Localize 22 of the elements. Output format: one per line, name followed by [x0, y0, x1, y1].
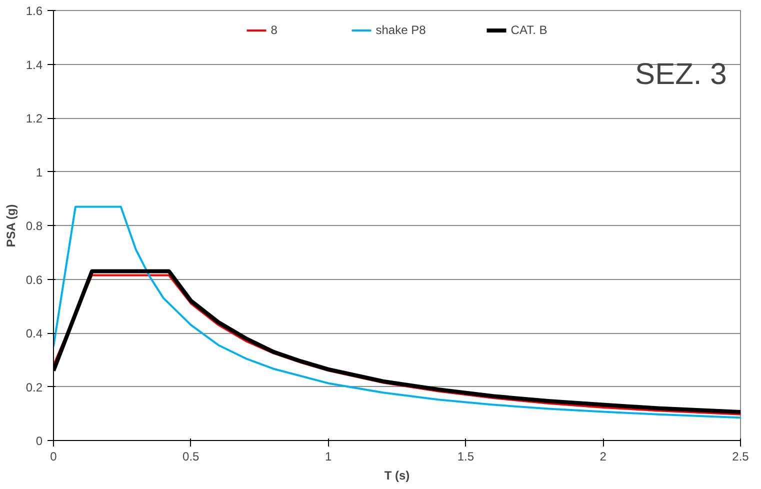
y-tick-label: 1.2: [26, 112, 43, 126]
x-tick-label: 2.5: [732, 450, 750, 464]
line-series: [54, 206, 740, 419]
y-tick-label: 0.8: [26, 219, 43, 233]
x-tick-label: 0: [50, 450, 58, 464]
annotation: SEZ. 3: [635, 58, 727, 92]
y-tick-label: 1.4: [26, 58, 43, 72]
y-tick-label: 0.2: [26, 380, 43, 394]
y-tick-label: 0.6: [26, 272, 43, 287]
legend-label: CAT. B: [510, 23, 548, 37]
x-tick-label: 1: [324, 450, 332, 464]
x-tick-label: 2: [600, 450, 607, 464]
y-axis-title: PSA (g): [4, 204, 18, 248]
y-tick-label: 0: [36, 434, 43, 448]
legend-label: 8: [270, 23, 278, 37]
x-axis-title: T (s): [384, 468, 410, 482]
y-tick-label: 0.4: [26, 326, 43, 340]
y-tick-label: 1: [36, 165, 43, 180]
legend-label: shake P8: [376, 23, 426, 37]
x-tick-label: 1.5: [457, 450, 474, 464]
y-tick-label: 1.6: [26, 4, 43, 18]
x-tick-label: 0.5: [182, 450, 200, 464]
